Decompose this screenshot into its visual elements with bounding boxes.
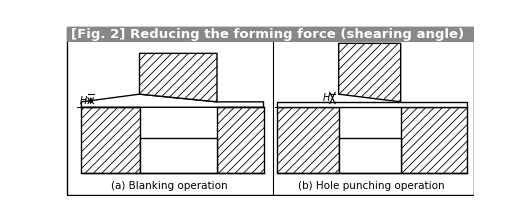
Bar bbox=[81, 107, 140, 173]
Bar bbox=[66, 27, 474, 42]
Polygon shape bbox=[140, 53, 217, 102]
Text: (a) Blanking operation: (a) Blanking operation bbox=[111, 181, 227, 191]
Text: H: H bbox=[323, 93, 330, 103]
Bar bbox=[277, 102, 466, 107]
Text: (b) Hole punching operation: (b) Hole punching operation bbox=[298, 181, 445, 191]
Bar bbox=[217, 107, 264, 173]
Polygon shape bbox=[81, 94, 264, 107]
Polygon shape bbox=[339, 43, 401, 102]
Bar bbox=[401, 107, 466, 173]
Text: [Fig. 2] Reducing the forming force (shearing angle): [Fig. 2] Reducing the forming force (she… bbox=[71, 28, 464, 41]
Bar bbox=[140, 138, 217, 173]
Bar bbox=[277, 107, 339, 173]
Bar bbox=[339, 138, 401, 173]
Text: H: H bbox=[80, 96, 87, 106]
